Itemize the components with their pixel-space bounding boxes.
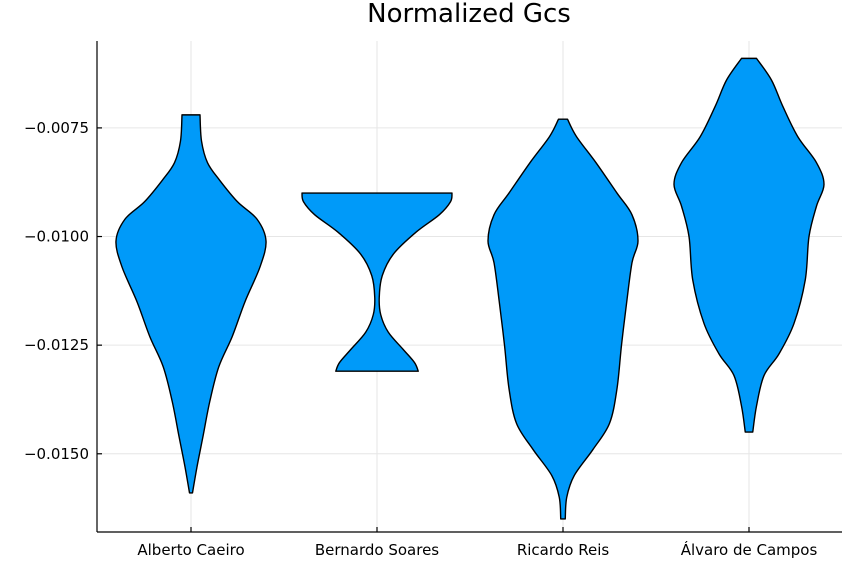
- x-tick-label: Alberto Caeiro: [137, 541, 244, 559]
- chart-title: Normalized Gcs: [367, 0, 571, 29]
- violin-bernardo-soares: [301, 192, 453, 372]
- axes: [96, 41, 842, 533]
- violin-ricardo-reis: [487, 118, 639, 520]
- violin-alberto-caeiro: [115, 114, 267, 494]
- violin-group: [115, 57, 825, 520]
- y-tick-label: −0.0100: [24, 228, 89, 246]
- axis-ticks: −0.0075 −0.0100 −0.0125 −0.0150 Alberto Caei…: [24, 119, 818, 559]
- y-tick-label: −0.0075: [24, 119, 89, 137]
- x-tick-label: Bernardo Soares: [315, 541, 439, 559]
- x-tick-label: Álvaro de Campos: [681, 540, 818, 559]
- y-tick-label: −0.0150: [24, 445, 89, 463]
- x-tick-label: Ricardo Reis: [517, 541, 610, 559]
- violin--lvaro-de-campos: [673, 57, 825, 433]
- y-tick-label: −0.0125: [24, 336, 89, 354]
